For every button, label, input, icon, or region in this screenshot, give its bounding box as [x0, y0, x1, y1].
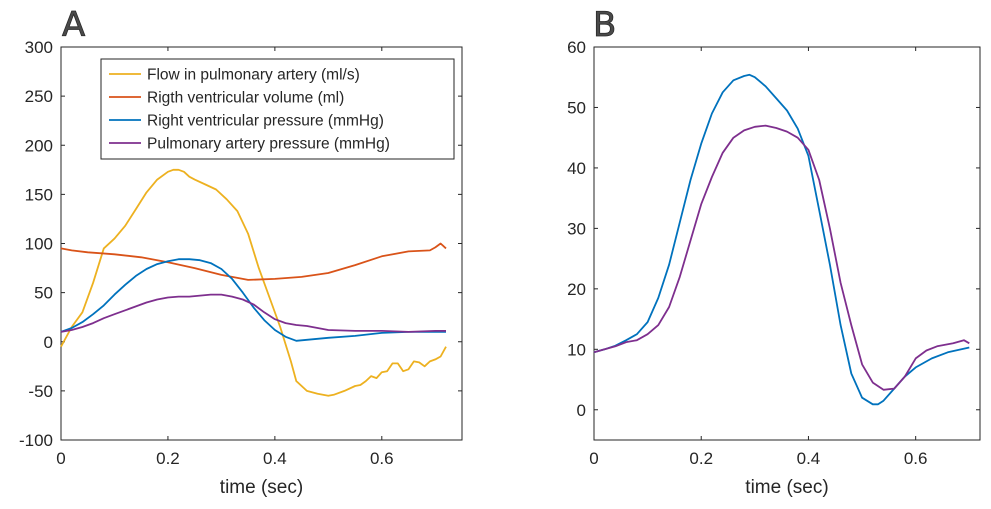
- x-tick-label: 0: [589, 449, 598, 468]
- y-tick-label: 0: [44, 333, 53, 352]
- y-tick-label: 30: [567, 219, 586, 238]
- legend-label: Flow in pulmonary artery (ml/s): [147, 67, 360, 84]
- x-tick-label: 0.2: [689, 449, 713, 468]
- series-line-1: [60, 168, 447, 397]
- x-axis-title: time (sec): [745, 477, 828, 498]
- y-tick-label: -100: [19, 431, 53, 450]
- y-tick-label: 300: [25, 38, 53, 57]
- x-tick-label: 0.4: [797, 449, 821, 468]
- series-line-2: [60, 242, 447, 281]
- y-tick-label: 100: [25, 235, 53, 254]
- legend-box: [100, 58, 455, 160]
- legend: Flow in pulmonary artery (ml/s) Rigth ven…: [100, 58, 455, 160]
- y-tick-label: 40: [567, 159, 586, 178]
- legend-label: Right ventricular pressure (mmHg): [147, 113, 384, 130]
- series-line-2: [593, 124, 970, 391]
- legend-label: Pulmonary artery pressure (mmHg): [147, 136, 390, 153]
- series-line-3: [60, 258, 446, 342]
- y-tick-label: 50: [567, 98, 586, 117]
- panel-b: B 0 0.2 0.4 0.6 0 10 20 30 40 50 60 time (sec): [567, 5, 981, 498]
- y-tick-label: 10: [567, 340, 586, 359]
- x-tick-label: 0.4: [263, 449, 287, 468]
- legend-label: Rigth ventricular volume (ml): [147, 90, 344, 107]
- y-tick-label: 60: [567, 38, 586, 57]
- panel-letter: A: [62, 5, 85, 45]
- y-tick-label: 50: [34, 284, 53, 303]
- y-tick-label: 200: [25, 136, 53, 155]
- series-line-1: [593, 73, 970, 406]
- x-axis-title: time (sec): [220, 477, 303, 498]
- y-tick-label: 0: [577, 401, 586, 420]
- y-tick-label: 150: [25, 185, 53, 204]
- x-tick-label: 0.6: [904, 449, 928, 468]
- panel-letter: B: [593, 5, 616, 45]
- y-tick-label: 250: [25, 87, 53, 106]
- x-tick-label: 0.6: [370, 449, 394, 468]
- plot-area-frame: [593, 46, 981, 441]
- series-line-4: [60, 293, 446, 333]
- x-tick-label: 0: [56, 449, 65, 468]
- panel-a: A 0 0.2 0.4 0.6 -100 -50 0 50 100 150 200 250 300 time…: [19, 5, 463, 498]
- y-tick-label: 20: [567, 280, 586, 299]
- y-tick-label: -50: [28, 382, 53, 401]
- x-tick-label: 0.2: [156, 449, 180, 468]
